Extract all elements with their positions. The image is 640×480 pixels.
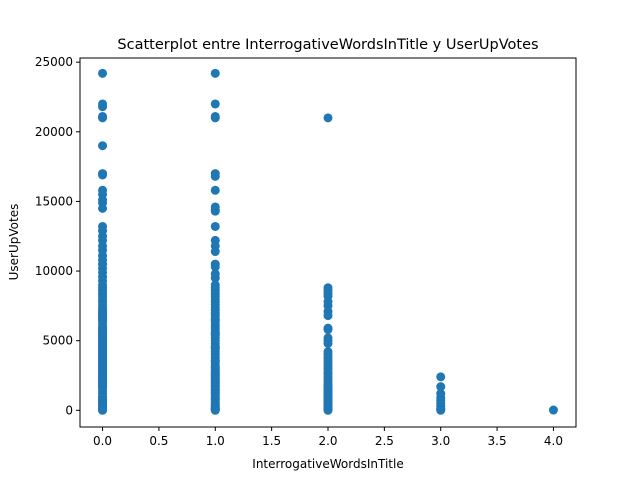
x-axis-label: InterrogativeWordsInTitle [252,457,403,471]
x-tick-label: 2.5 [375,434,394,448]
scatter-point [210,247,220,257]
scatter-point [98,203,108,213]
scatter-point [210,405,220,415]
scatter-point [98,68,108,78]
scatter-point [323,405,333,415]
scatter-point [210,221,220,231]
x-tick-label: 1.5 [262,434,281,448]
x-tick-label: 1.0 [206,434,225,448]
scatter-point [323,311,333,321]
scatter-point [323,382,333,392]
scatter-point [323,325,333,335]
scatter-point [323,113,333,123]
scatter-point [210,171,220,181]
scatter-point [210,206,220,216]
scatter-point [210,315,220,325]
x-axis-ticks: 0.0 0.5 1.0 1.5 2.0 2.5 3.0 3.5 4.0 [93,427,563,448]
scatter-point [210,113,220,123]
scatter-point [210,362,220,372]
x-tick-label: 0.0 [93,434,112,448]
y-tick-label: 20000 [35,125,73,139]
scatter-point [98,102,108,112]
scatter-point [210,329,220,339]
scatter-point [98,141,108,151]
chart-title: Scatterplot entre InterrogativeWordsInTi… [117,37,538,53]
y-tick-label: 10000 [35,264,73,278]
scatter-point [210,185,220,195]
x-tick-label: 3.5 [488,434,507,448]
x-tick-label: 3.0 [431,434,450,448]
scatter-point [323,338,333,348]
y-axis-ticks: 0 5000 10000 15000 20000 25000 [35,55,80,417]
scatter-point [98,405,108,415]
scatter-point [98,170,108,180]
plot-frame [79,57,577,428]
y-tick-label: 15000 [35,194,73,208]
scatter-point [210,99,220,109]
y-tick-label: 0 [65,403,73,417]
scatter-point [436,382,446,392]
scatter-point [436,405,446,415]
scatter-point [436,372,446,382]
scatter-point [98,382,108,392]
x-tick-label: 0.5 [149,434,168,448]
x-tick-label: 2.0 [318,434,337,448]
scatter-point [210,68,220,78]
x-tick-label: 4.0 [544,434,563,448]
scatter-point [548,405,558,415]
scatter-point [210,343,220,353]
data-points [98,68,558,415]
scatter-point [210,262,220,272]
y-tick-label: 25000 [35,55,73,69]
scatter-point [98,315,108,325]
y-axis-label: UserUpVotes [7,204,21,281]
scatter-point [210,273,220,283]
scatter-point [98,113,108,123]
y-tick-label: 5000 [42,334,73,348]
